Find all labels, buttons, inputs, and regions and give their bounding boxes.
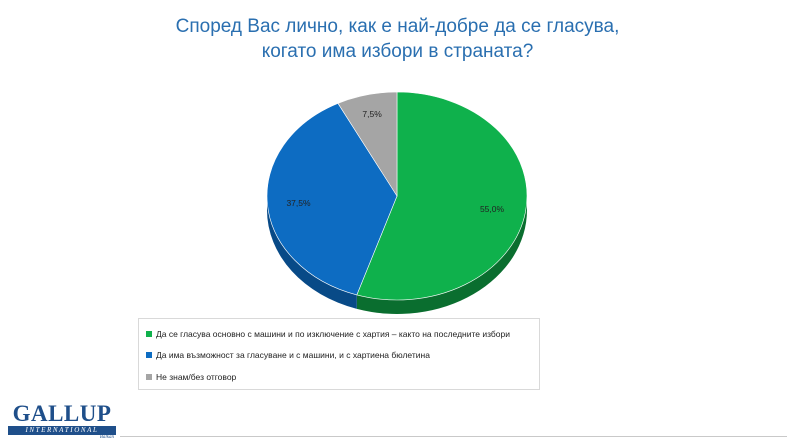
chart-title-line-2: когато има избори в страната? [261,41,534,62]
footer-rule [120,436,787,437]
pie-slice-dont-know [337,91,398,198]
pie-side-machines [356,196,527,314]
data-label-dont-know: 7,5% [362,109,382,119]
legend-label-dont-know: Не знам/без отговор [156,372,237,382]
legend-item-machines: Да се гласува основно с машини и по изкл… [146,329,510,339]
legend-label-both: Да има възможност за гласуване и с машин… [156,350,430,360]
legend-item-dont-know: Не знам/без отговор [146,372,236,382]
legend-swatch-machines [146,331,152,337]
pie-side-both [267,196,357,309]
logo-sub-text: INTERNATIONAL [8,426,116,435]
chart-legend: Да се гласува основно с машини и по изкл… [138,318,540,390]
legend-swatch-dont-know [146,374,152,380]
legend-label-machines: Да се гласува основно с машини и по изкл… [156,329,510,339]
pie-slices [266,91,528,301]
pie-sides [267,196,527,314]
pie-data-labels: 55,0% 37,5% 7,5% [286,109,504,214]
chart-title-line-1: Според Вас лично, как е най-добре да се … [175,16,620,37]
data-label-machines: 55,0% [480,204,505,214]
legend-item-both: Да има възможност за гласуване и с машин… [146,350,430,360]
legend-swatch-both [146,352,152,358]
data-label-both: 37,5% [286,198,311,208]
pie-slice-both [266,102,398,296]
logo-region-text: Balkan [99,435,114,440]
chart-title: Според Вас лично, как е най-добре да се … [0,14,795,64]
pie-slice-machines [356,91,528,301]
gallup-logo: GALLUP INTERNATIONAL Balkan [6,401,118,445]
logo-main-text: GALLUP [12,401,112,426]
